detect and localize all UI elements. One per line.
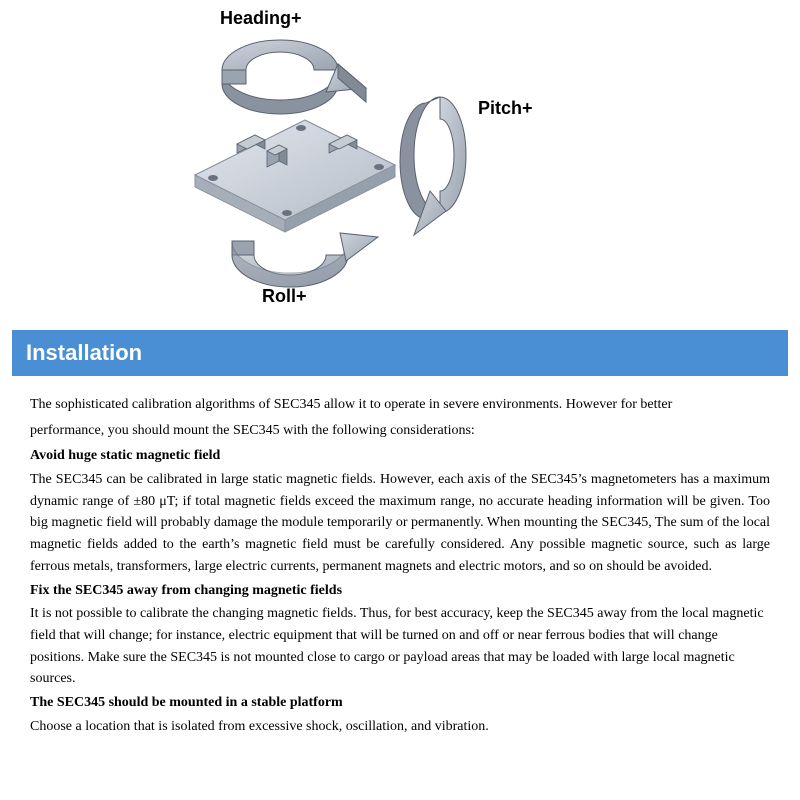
roll-label: Roll+: [262, 286, 307, 307]
intro-line-1: The sophisticated calibration algorithms…: [30, 394, 770, 416]
heading-arrow-icon: [222, 40, 366, 114]
content-area: The sophisticated calibration algorithms…: [0, 394, 800, 737]
heading-changing-fields: Fix the SEC345 away from changing magnet…: [30, 580, 770, 602]
pitch-arrow-icon: [400, 97, 466, 235]
heading-avoid-static: Avoid huge static magnetic field: [30, 445, 770, 467]
diagram-svg: [0, 0, 800, 330]
heading-label: Heading+: [220, 8, 302, 29]
intro-line-2: performance, you should mount the SEC345…: [30, 420, 770, 442]
pitch-label: Pitch+: [478, 98, 533, 119]
orientation-diagram: Heading+ Pitch+ Roll+: [0, 0, 800, 330]
paragraph-changing-fields: It is not possible to calibrate the chan…: [30, 603, 770, 690]
paragraph-stable-platform: Choose a location that is isolated from …: [30, 716, 770, 738]
paragraph-avoid-static: The SEC345 can be calibrated in large st…: [30, 469, 770, 577]
installation-header: Installation: [12, 330, 788, 376]
board-icon: [195, 120, 395, 232]
heading-stable-platform: The SEC345 should be mounted in a stable…: [30, 692, 770, 714]
roll-arrow-icon: [232, 233, 378, 287]
